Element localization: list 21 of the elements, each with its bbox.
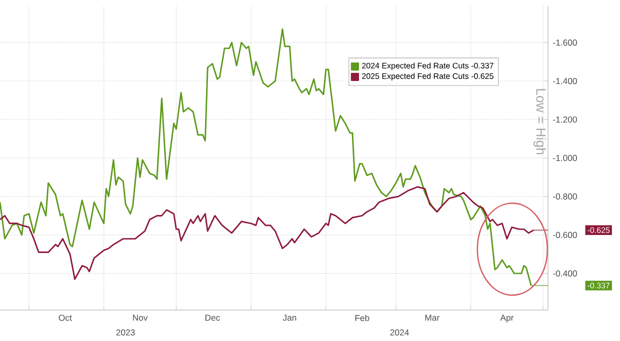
- x-tick-label: Feb: [355, 314, 370, 322]
- y-tick-label: -1.600: [553, 39, 577, 46]
- annotation: Low = High: [534, 89, 546, 154]
- y-tick-label: -1.400: [553, 78, 577, 84]
- y-tick-label: -0.600: [553, 232, 577, 238]
- text: 2023: [116, 329, 135, 336]
- legend-label: 2024 Expected Fed Rate Cuts -0.337: [362, 62, 494, 70]
- y-tick-label: -0.400: [553, 270, 577, 276]
- text: -0.337: [588, 282, 610, 288]
- text: -0.625: [588, 227, 610, 233]
- x-tick-label: Mar: [425, 314, 440, 321]
- y-tick-label: -1.000: [553, 154, 577, 162]
- x-tick-label: Apr: [500, 314, 514, 322]
- x-tick-label: Nov: [133, 314, 148, 321]
- x-tick-label: Oct: [58, 314, 72, 321]
- x-tick-label: Jan: [282, 314, 296, 321]
- y-tick-label: -1.200: [553, 116, 577, 123]
- y-tick-label: -0.800: [553, 193, 577, 200]
- text: 2024: [390, 329, 409, 336]
- legend-label: 2025 Expected Fed Rate Cuts -0.625: [362, 73, 494, 81]
- x-tick-label: Dec: [205, 314, 220, 321]
